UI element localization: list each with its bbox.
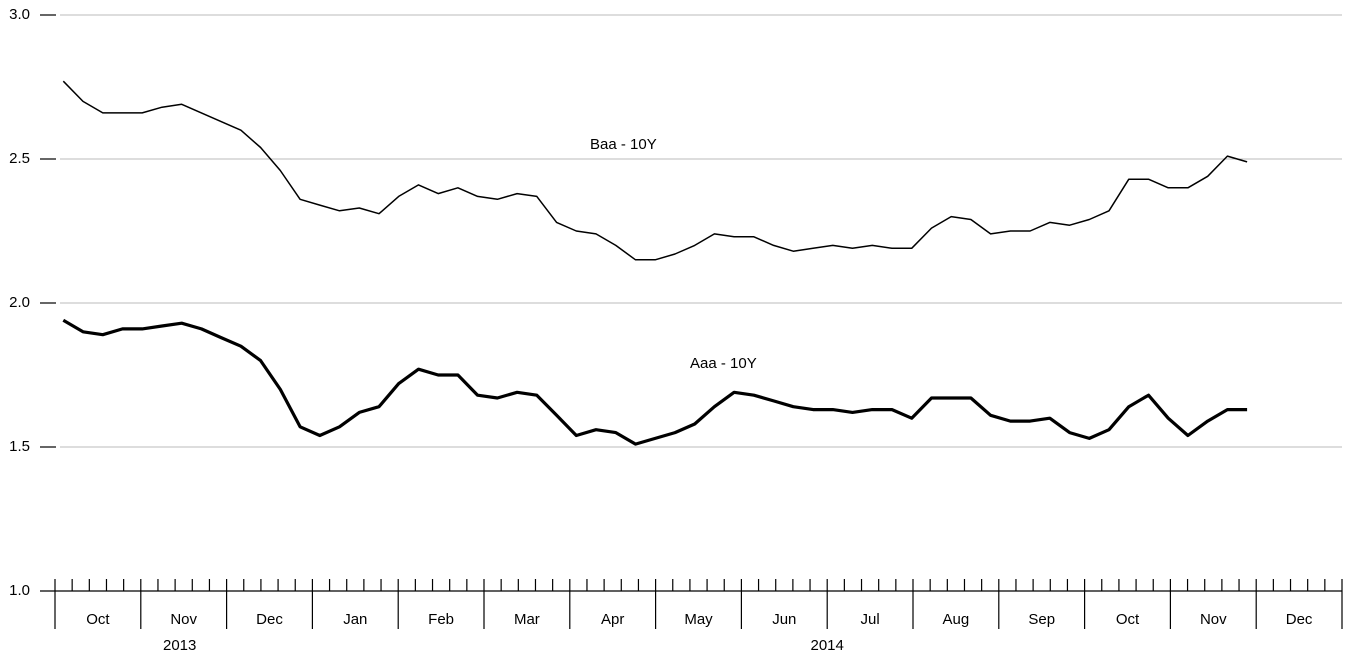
x-tick-label: Nov — [1200, 611, 1227, 628]
x-tick-label: Aug — [943, 611, 970, 628]
x-tick-label: Dec — [1286, 611, 1313, 628]
x-tick-label: Dec — [256, 611, 283, 628]
x-tick-label: Sep — [1028, 611, 1055, 628]
x-tick-label: May — [684, 611, 713, 628]
year-label: 2013 — [163, 637, 196, 654]
line-series — [62, 80, 1248, 261]
year-label: 2014 — [811, 637, 844, 654]
y-tick-label: 2.5 — [9, 150, 30, 167]
x-tick-label: Nov — [170, 611, 197, 628]
y-tick-label: 3.0 — [9, 6, 30, 23]
x-tick-label: Mar — [514, 611, 540, 628]
y-tick-label: 2.0 — [9, 294, 30, 311]
x-tick-label: Jun — [772, 611, 796, 628]
x-tick-label: Apr — [601, 611, 624, 628]
x-tick-label: Oct — [86, 611, 110, 628]
x-tick-label: Jul — [861, 611, 880, 628]
line-series — [62, 318, 1248, 446]
series-label: Baa - 10Y — [590, 136, 657, 153]
y-tick-label: 1.0 — [9, 582, 30, 599]
series-label: Aaa - 10Y — [690, 355, 757, 372]
x-tick-label: Oct — [1116, 611, 1140, 628]
y-tick-label: 1.5 — [9, 438, 30, 455]
x-tick-label: Jan — [343, 611, 367, 628]
x-tick-label: Feb — [428, 611, 454, 628]
